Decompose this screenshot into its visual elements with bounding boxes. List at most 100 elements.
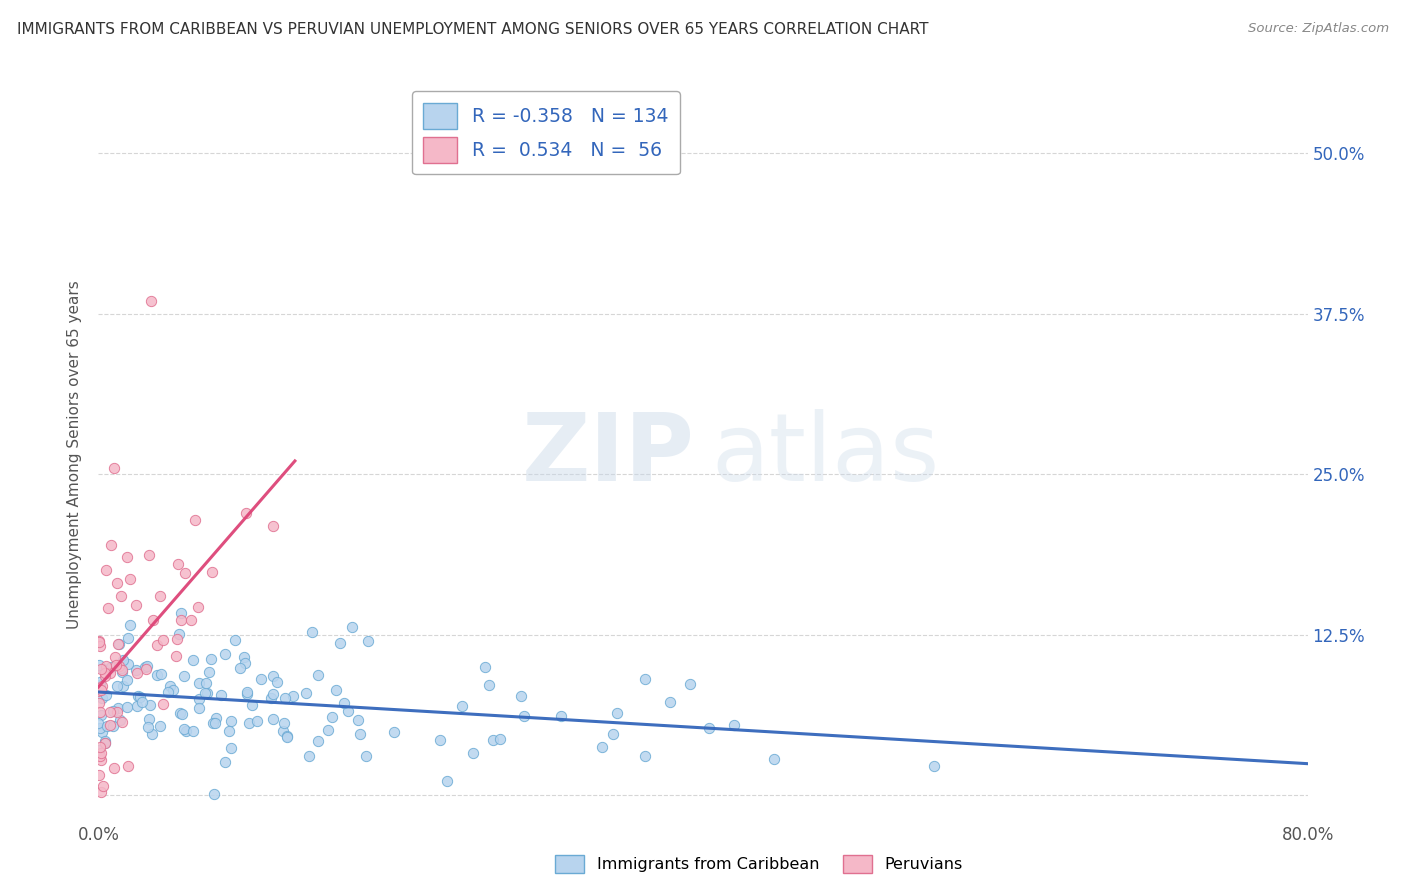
Point bbox=[141, 727, 163, 741]
Point bbox=[204, 716, 226, 731]
Point bbox=[87, 634, 110, 648]
Y-axis label: Unemployment Among Seniors over 65 years: Unemployment Among Seniors over 65 years bbox=[67, 281, 83, 629]
Point bbox=[262, 712, 284, 726]
Point bbox=[679, 677, 702, 691]
Point bbox=[128, 690, 150, 704]
Point bbox=[316, 723, 339, 737]
Point bbox=[271, 724, 294, 739]
Point bbox=[242, 698, 264, 713]
Point bbox=[606, 706, 628, 720]
Point bbox=[354, 748, 377, 763]
Point bbox=[229, 661, 252, 675]
Point bbox=[633, 672, 655, 686]
Point bbox=[294, 686, 316, 700]
Point bbox=[451, 698, 474, 713]
Point bbox=[187, 691, 209, 706]
Point bbox=[170, 613, 193, 627]
Point bbox=[205, 711, 228, 725]
Point bbox=[146, 667, 169, 681]
Point bbox=[181, 653, 204, 667]
Point bbox=[105, 705, 128, 719]
Text: Source: ZipAtlas.com: Source: ZipAtlas.com bbox=[1249, 22, 1389, 36]
Point bbox=[382, 724, 405, 739]
Point bbox=[202, 715, 225, 730]
Point bbox=[274, 691, 297, 706]
Point bbox=[135, 662, 157, 676]
Point bbox=[91, 779, 114, 793]
Point bbox=[214, 647, 236, 661]
Point bbox=[224, 633, 246, 648]
Point bbox=[276, 730, 298, 744]
Point bbox=[249, 673, 271, 687]
Point bbox=[509, 690, 531, 704]
Point bbox=[89, 739, 111, 754]
Point bbox=[197, 665, 219, 680]
Point bbox=[429, 733, 451, 747]
Point bbox=[266, 674, 288, 689]
Point bbox=[340, 620, 363, 634]
Point bbox=[134, 660, 156, 674]
Point bbox=[94, 736, 117, 750]
Point bbox=[125, 663, 148, 677]
Point bbox=[201, 566, 224, 580]
Point bbox=[115, 673, 138, 687]
Point bbox=[148, 719, 170, 733]
Point bbox=[181, 724, 204, 739]
Text: IMMIGRANTS FROM CARIBBEAN VS PERUVIAN UNEMPLOYMENT AMONG SENIORS OVER 65 YEARS C: IMMIGRANTS FROM CARIBBEAN VS PERUVIAN UN… bbox=[17, 22, 928, 37]
Point bbox=[94, 688, 117, 702]
Point bbox=[550, 709, 572, 723]
Point bbox=[195, 686, 218, 700]
Point bbox=[209, 689, 232, 703]
Point bbox=[89, 675, 111, 690]
Point bbox=[149, 589, 172, 603]
Point bbox=[321, 710, 343, 724]
Point bbox=[152, 697, 174, 711]
Point bbox=[233, 649, 256, 664]
Point bbox=[89, 640, 111, 654]
Point bbox=[488, 732, 510, 747]
Point bbox=[107, 701, 129, 715]
Point bbox=[180, 613, 202, 627]
Point bbox=[136, 720, 159, 734]
Point bbox=[634, 749, 657, 764]
Point bbox=[301, 625, 323, 640]
Point bbox=[100, 660, 122, 674]
Point bbox=[131, 695, 153, 709]
Point bbox=[103, 761, 125, 775]
Point bbox=[107, 637, 129, 651]
Point bbox=[246, 714, 269, 728]
Point bbox=[100, 538, 122, 552]
Point bbox=[298, 748, 321, 763]
Point bbox=[146, 638, 169, 652]
Point bbox=[111, 665, 134, 680]
Point bbox=[101, 719, 124, 733]
Point bbox=[219, 740, 242, 755]
Point bbox=[152, 633, 174, 648]
Point bbox=[162, 682, 184, 697]
Point bbox=[157, 685, 180, 699]
Point bbox=[91, 662, 114, 676]
Legend: R = -0.358   N = 134, R =  0.534   N =  56: R = -0.358 N = 134, R = 0.534 N = 56 bbox=[412, 91, 679, 174]
Point bbox=[87, 683, 110, 698]
Point bbox=[346, 713, 368, 727]
Point bbox=[173, 722, 195, 736]
Point bbox=[236, 687, 259, 701]
Point bbox=[333, 696, 356, 710]
Point bbox=[138, 548, 160, 562]
Point bbox=[94, 669, 117, 683]
Point bbox=[165, 649, 187, 664]
Point bbox=[922, 758, 945, 772]
Point bbox=[87, 697, 110, 711]
Point bbox=[349, 726, 371, 740]
Point bbox=[98, 705, 121, 719]
Point bbox=[482, 732, 505, 747]
Point bbox=[105, 576, 128, 591]
Point bbox=[169, 627, 191, 641]
Point bbox=[110, 661, 132, 675]
Point bbox=[90, 708, 112, 723]
Point bbox=[87, 657, 110, 672]
Point bbox=[90, 679, 112, 693]
Point bbox=[262, 518, 284, 533]
Point bbox=[214, 755, 236, 769]
Point bbox=[89, 748, 111, 763]
